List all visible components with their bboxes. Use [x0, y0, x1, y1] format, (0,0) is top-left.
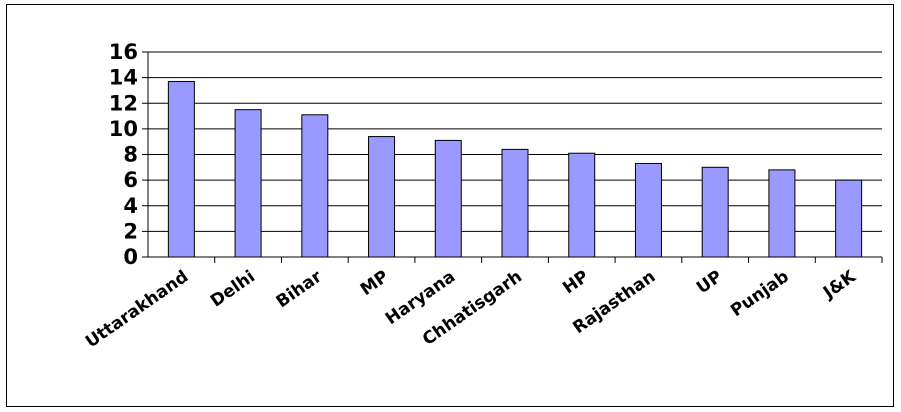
x-tick-label: Delhi: [207, 267, 259, 312]
gridlines: [148, 51, 882, 232]
bar-j-k: [835, 179, 863, 258]
x-tick-labels: Uttarakhand Delhi Bihar MPHaryanaChhatisgar…: [82, 266, 860, 352]
bar-up: [701, 166, 729, 258]
x-tick-label: J&K: [819, 266, 860, 303]
x-tick-label: Bihar: [273, 266, 327, 312]
bar-rajasthan: [634, 162, 662, 258]
y-tick-label: 6: [123, 168, 138, 192]
y-tick-label: 10: [109, 117, 138, 141]
bar-delhi: [234, 109, 262, 258]
y-tick-label: 8: [123, 143, 138, 167]
bar-uttarakhand: [167, 80, 195, 258]
bar-mp: [368, 136, 396, 258]
y-tick-label: 4: [123, 194, 138, 218]
bars: [167, 80, 863, 258]
bar-chhatisgarh: [501, 148, 529, 258]
bar-haryana: [434, 139, 462, 258]
y-tick-label: 12: [109, 91, 138, 115]
x-tick-label: UP: [693, 267, 726, 298]
x-tick-label: MP: [357, 267, 393, 300]
x-tick-label: Punjab: [727, 267, 793, 321]
axes: [142, 51, 883, 263]
y-tick-label: 0: [123, 245, 138, 269]
bar-punjab: [768, 169, 796, 258]
bar-hp: [568, 152, 596, 258]
y-tick-label: 16: [109, 40, 138, 64]
x-tick-label: HP: [559, 267, 592, 299]
y-tick-label: 14: [109, 66, 138, 90]
x-tick-label: Uttarakhand: [82, 267, 192, 353]
y-tick-label: 2: [123, 219, 138, 243]
bar-bihar: [301, 114, 329, 258]
